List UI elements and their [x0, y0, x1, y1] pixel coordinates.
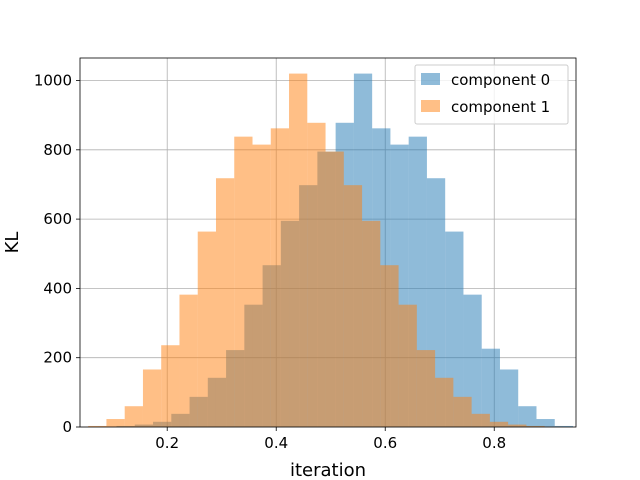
legend: component 0 component 1 — [414, 64, 569, 125]
histogram-bar — [88, 425, 107, 427]
histogram-bar — [307, 122, 326, 427]
x-axis-label: iteration — [290, 460, 366, 480]
y-tick-label: 800 — [43, 141, 72, 159]
x-tick-label: 0.6 — [373, 434, 397, 452]
legend-label-component-1: component 1 — [451, 98, 550, 116]
histogram-bar — [508, 424, 527, 427]
series-component-1 — [88, 73, 563, 428]
histogram-bar — [252, 144, 271, 427]
histogram-bar — [197, 231, 216, 427]
bars — [88, 73, 574, 428]
histogram-bar — [234, 136, 253, 428]
y-tick-label: 0 — [62, 418, 72, 436]
histogram-bar — [362, 220, 381, 427]
histogram-bar — [325, 151, 344, 427]
histogram-bar — [526, 425, 545, 427]
legend-box — [414, 64, 569, 125]
legend-label-component-0: component 0 — [451, 71, 550, 89]
y-tick-label: 400 — [43, 279, 72, 297]
histogram-bar — [554, 425, 574, 427]
histogram-bar — [435, 377, 454, 427]
histogram-bar — [289, 73, 308, 427]
histogram-bar — [270, 128, 290, 427]
histogram-bar — [453, 396, 472, 427]
plot-frame — [79, 57, 577, 428]
histogram-bar — [518, 406, 537, 427]
legend-swatch-component-1 — [421, 100, 440, 112]
histogram-bar — [343, 185, 363, 427]
histogram-bar — [536, 419, 555, 427]
y-tick-label: 200 — [43, 349, 72, 367]
histogram-bar — [481, 348, 500, 427]
legend-swatch-component-0 — [421, 73, 440, 85]
histogram-bar — [124, 406, 143, 427]
x-tick-label: 0.2 — [155, 434, 179, 452]
histogram-bar — [142, 369, 162, 427]
x-tick-label: 0.8 — [482, 434, 506, 452]
ticks: 0.2 0.4 0.6 0.8 0 200 400 600 800 1000 — [34, 72, 506, 452]
histogram-bar — [416, 350, 436, 427]
histogram-bar — [215, 178, 235, 427]
histogram-bar — [106, 419, 125, 427]
y-axis-label: KL — [2, 232, 23, 254]
x-tick-label: 0.4 — [264, 434, 288, 452]
histogram-bar — [499, 369, 519, 427]
histogram-bar — [463, 294, 482, 427]
histogram-bar — [161, 345, 180, 427]
y-tick-label: 1000 — [34, 72, 72, 90]
histogram-bar — [398, 304, 417, 427]
histogram-bar — [489, 421, 509, 427]
histogram-bar — [179, 294, 198, 427]
histogram-bar — [380, 265, 399, 427]
y-tick-label: 600 — [43, 210, 72, 228]
histogram-bar — [471, 413, 490, 427]
